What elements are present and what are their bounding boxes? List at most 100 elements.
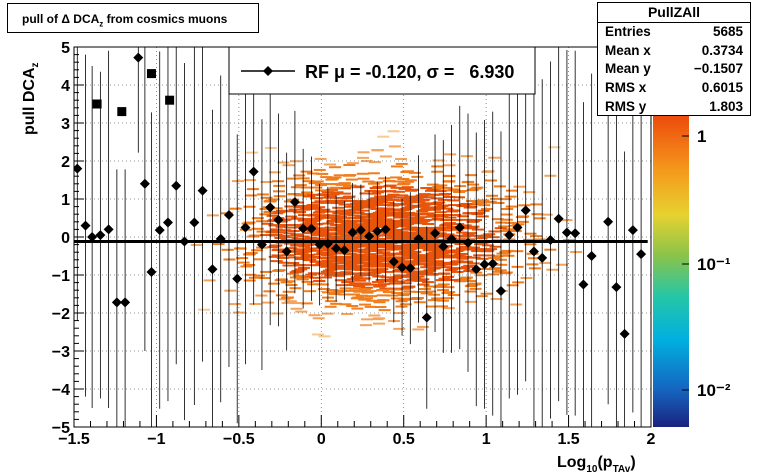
histogram-cell [245, 252, 258, 255]
histogram-cell [267, 282, 280, 285]
data-point [495, 285, 506, 296]
histogram-cell [380, 276, 393, 279]
histogram-cell [489, 245, 502, 248]
histogram-cell [469, 287, 482, 290]
histogram-cell [426, 183, 439, 186]
histogram-cell [283, 242, 296, 245]
histogram-cell [402, 211, 415, 214]
data-point [133, 52, 144, 63]
histogram-cell [493, 185, 506, 188]
histogram-cell [436, 215, 449, 218]
histogram-cell [406, 278, 419, 281]
histogram-cell [390, 228, 403, 231]
histogram-cell [328, 271, 341, 274]
histogram-cell [436, 305, 449, 308]
histogram-cell [365, 295, 378, 298]
histogram-cell [501, 207, 514, 210]
histogram-cell [311, 222, 324, 225]
histogram-cell [367, 225, 380, 228]
histogram-cell [282, 280, 295, 283]
histogram-cell [410, 234, 423, 237]
histogram-cell [339, 303, 352, 306]
histogram-cell [318, 335, 331, 338]
histogram-cell [389, 203, 402, 206]
histogram-cell [446, 199, 459, 202]
chart-title-main: pull of Δ DCA [22, 12, 100, 26]
data-point [355, 225, 366, 236]
histogram-cell [389, 224, 402, 227]
histogram-cell [427, 193, 440, 196]
histogram-cell [356, 172, 369, 175]
histogram-cell [510, 303, 523, 306]
histogram-cell [428, 262, 441, 265]
histogram-cell [326, 289, 339, 292]
y-tick-label: 5 [61, 40, 70, 57]
histogram-cell [294, 253, 307, 256]
histogram-cell [352, 201, 365, 204]
histogram-cell [340, 197, 353, 200]
histogram-cell [372, 243, 385, 246]
histogram-cell [448, 204, 461, 207]
histogram-cell [492, 201, 505, 204]
histogram-cell [483, 201, 496, 204]
histogram-cell [256, 230, 269, 233]
histogram-cell [481, 170, 494, 173]
data-point [636, 249, 647, 260]
histogram-cell [366, 204, 379, 207]
histogram-cell [482, 254, 495, 257]
square-point [146, 69, 156, 79]
square-point [92, 99, 102, 109]
histogram-cell [421, 213, 434, 216]
histogram-cell [425, 247, 438, 250]
histogram-cell [416, 199, 429, 202]
histogram-cell [377, 135, 390, 138]
histogram-cell [353, 285, 366, 288]
histogram-cell [334, 242, 347, 245]
histogram-cell [515, 216, 528, 219]
histogram-cell [455, 247, 468, 250]
histogram-cell [287, 261, 300, 264]
histogram-cell [368, 161, 381, 164]
histogram-cell [318, 208, 331, 211]
histogram-cell [292, 274, 305, 277]
colorbar-label-0.01: 10⁻² [697, 381, 731, 400]
histogram-cell [373, 190, 386, 193]
histogram-cell [360, 286, 373, 289]
histogram-cell [346, 305, 359, 308]
histogram-cell [375, 210, 388, 213]
histogram-cell [310, 186, 323, 189]
data-point [561, 227, 572, 238]
histogram-cell [413, 232, 426, 235]
svg-text:Log10(pTAv): Log10(pTAv) [557, 454, 636, 474]
histogram-cell [417, 283, 430, 286]
histogram-cell [364, 247, 377, 250]
histogram-cell [381, 260, 394, 263]
histogram-cell [344, 211, 357, 214]
histogram-cell [490, 197, 503, 200]
histogram-cell [416, 210, 429, 213]
histogram-cell [347, 209, 360, 212]
histogram-cell [361, 291, 374, 294]
histogram-cell [496, 252, 509, 255]
histogram-cell [362, 243, 375, 246]
histogram-cell [323, 253, 336, 256]
histogram-cell [332, 290, 345, 293]
histogram-cell [306, 193, 319, 196]
stats-key: Entries [605, 24, 651, 39]
histogram-cell [476, 215, 489, 218]
histogram-cell [293, 174, 306, 177]
histogram-cell [392, 259, 405, 262]
histogram-cell [320, 265, 333, 268]
histogram-cell [296, 278, 309, 281]
histogram-cell [330, 302, 343, 305]
data-point [232, 273, 243, 284]
histogram-cell [377, 214, 390, 217]
histogram-cell [351, 186, 364, 189]
histogram-cell [391, 223, 404, 226]
histogram-cell [290, 186, 303, 189]
histogram-cell [281, 296, 294, 299]
histogram-cell [316, 194, 329, 197]
histogram-cell [428, 251, 441, 254]
histogram-cell [270, 233, 283, 236]
histogram-cell [356, 156, 369, 159]
